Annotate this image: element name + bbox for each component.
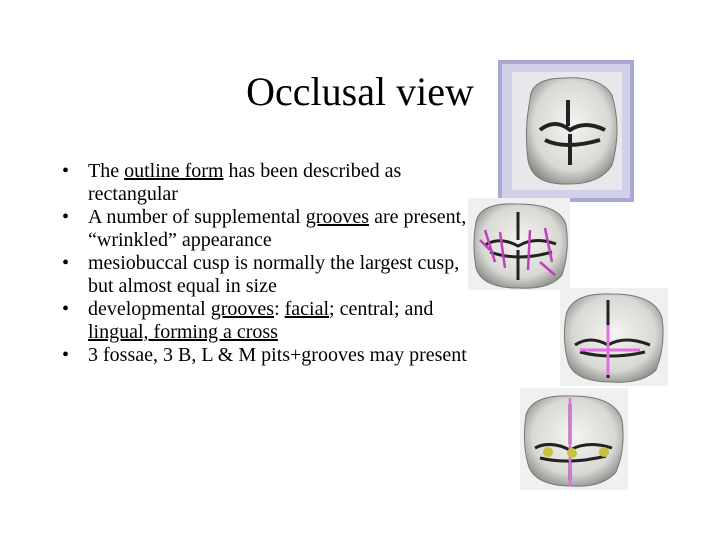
tooth-image-4	[520, 388, 628, 490]
tooth-image-1	[498, 60, 634, 202]
underlined-text: facial	[284, 298, 330, 320]
bullet-list: The outline form has been described as r…	[60, 160, 468, 367]
text: mesiobuccal cusp is normally the largest…	[88, 252, 460, 297]
bullet: 3 fossae, 3 B, L & M pits+grooves may pr…	[60, 344, 468, 367]
underlined-text: grooves	[210, 298, 275, 320]
bullet: mesiobuccal cusp is normally the largest…	[60, 252, 468, 298]
text: has been described as rectangular	[88, 160, 402, 205]
text: are present, “wrinkled” appearance	[88, 206, 467, 251]
underlined-text: outline form	[124, 160, 224, 182]
text: 3 fossae, 3 B, L & M pits+grooves may pr…	[88, 344, 467, 366]
text: developmental	[88, 298, 211, 320]
tooth-image-3	[560, 288, 668, 386]
underlined-text: lingual, forming a cross	[88, 321, 278, 343]
bullet: The outline form has been described as r…	[60, 160, 468, 206]
underlined-text: grooves	[305, 206, 370, 228]
bullet: A number of supplemental grooves are pre…	[60, 206, 468, 252]
text: ; central; and	[329, 298, 434, 320]
text: The	[88, 160, 125, 182]
text: A number of supplemental	[88, 206, 306, 228]
text: :	[274, 298, 285, 320]
slide-title: Occlusal view	[246, 69, 474, 114]
bullet: developmental grooves: facial; central; …	[60, 298, 468, 344]
tooth-image-2	[468, 198, 570, 290]
